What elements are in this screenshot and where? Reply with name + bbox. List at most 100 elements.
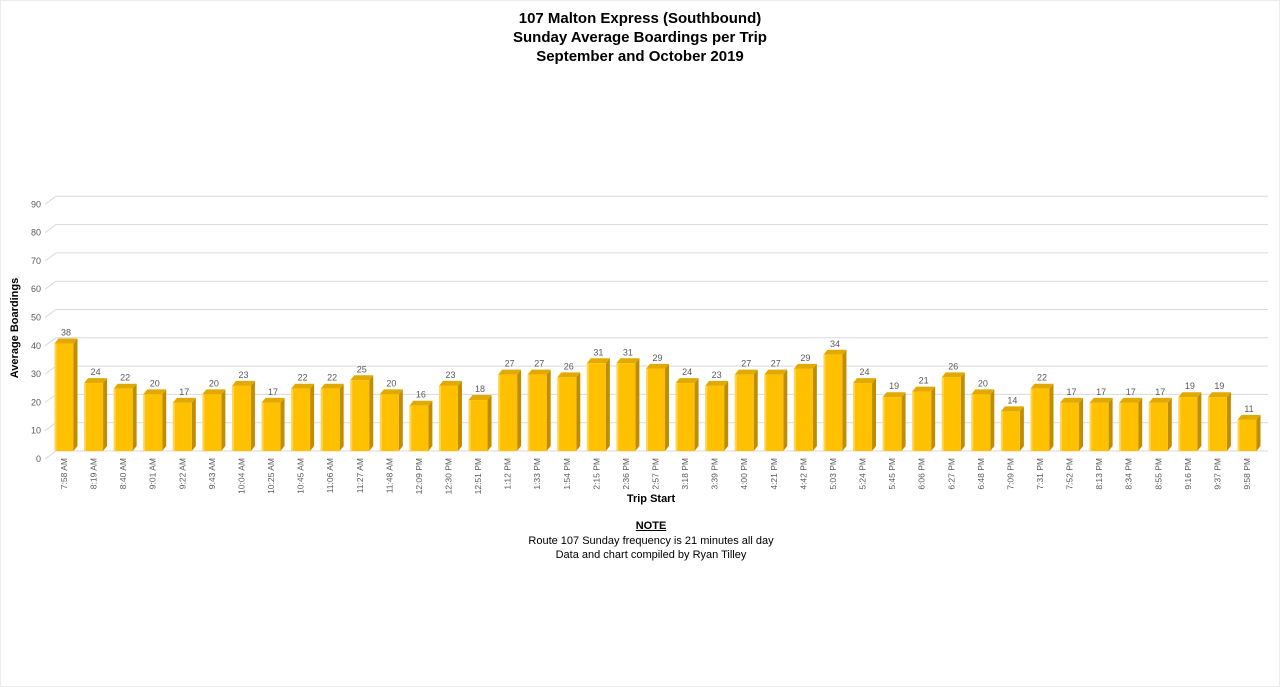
y-tick-label: 70	[31, 256, 41, 266]
x-tick-label: 6:48 PM	[976, 458, 986, 490]
bar-side-face	[428, 400, 433, 451]
bar-side-face	[931, 386, 936, 451]
bar-highlight	[231, 385, 234, 451]
bar-value-label: 27	[505, 359, 515, 369]
gridline-depth-tick	[44, 195, 57, 205]
bar-highlight	[1089, 402, 1092, 451]
bar	[616, 363, 636, 451]
bar-top-face	[54, 338, 78, 344]
bar-top-face	[882, 392, 906, 398]
x-axis-title: Trip Start	[626, 493, 676, 505]
note-line-2: Data and chart compiled by Ryan Tilley	[555, 549, 747, 561]
bar-side-face	[605, 358, 610, 451]
x-tick-label: 12:51 PM	[473, 458, 483, 494]
bar-top-face	[1119, 397, 1143, 403]
bar	[54, 343, 74, 451]
bar-value-label: 17	[1155, 387, 1165, 397]
bar-top-face	[705, 380, 729, 386]
bar-highlight	[853, 383, 856, 451]
bar-top-face	[143, 389, 167, 395]
y-tick-label: 30	[31, 369, 41, 379]
bar-side-face	[990, 389, 995, 451]
x-tick-label: 8:40 AM	[118, 458, 128, 489]
bar	[1119, 402, 1139, 451]
bar-value-label: 24	[91, 367, 101, 377]
bar	[1000, 411, 1020, 451]
bar-top-face	[84, 378, 108, 384]
bar-side-face	[398, 389, 403, 451]
chart-title-line-2: Sunday Average Boardings per Trip	[513, 29, 767, 46]
bar-side-face	[1167, 397, 1172, 451]
bar	[1030, 388, 1050, 451]
bar	[764, 374, 784, 451]
bar	[971, 394, 991, 451]
bar-highlight	[675, 383, 678, 451]
bar-highlight	[764, 374, 767, 451]
bar-value-label: 22	[327, 373, 337, 383]
bar-highlight	[705, 385, 708, 451]
chart-title-line-1: 107 Malton Express (Southbound)	[518, 10, 762, 27]
bar-top-face	[912, 386, 936, 392]
bar-side-face	[73, 338, 78, 451]
bar-side-face	[694, 378, 699, 451]
bar-value-label: 17	[1096, 387, 1106, 397]
bar-side-face	[901, 392, 906, 451]
y-tick-label: 40	[31, 341, 41, 351]
note-line-1: Route 107 Sunday frequency is 21 minutes…	[528, 534, 774, 547]
x-tick-label: 8:55 PM	[1153, 458, 1163, 490]
x-tick-label: 7:09 PM	[1005, 458, 1015, 490]
bar	[172, 402, 192, 451]
note-block: NOTE Route 107 Sunday frequency is 21 mi…	[21, 519, 1279, 563]
bar-highlight	[350, 380, 353, 451]
bar	[202, 394, 222, 451]
bar-top-face	[172, 397, 196, 403]
y-tick-label: 10	[31, 426, 41, 436]
bar-highlight	[438, 385, 441, 451]
x-tick-label: 9:22 AM	[177, 458, 187, 489]
x-tick-label: 9:01 AM	[148, 458, 158, 489]
x-tick-label: 4:42 PM	[798, 458, 808, 490]
bar-value-label: 20	[978, 378, 988, 388]
bar-highlight	[646, 368, 648, 451]
bar-top-face	[350, 375, 374, 381]
bar-value-label: 24	[682, 367, 692, 377]
bar	[853, 383, 873, 451]
bar-highlight	[912, 391, 915, 451]
bar	[261, 402, 281, 451]
bar-top-face	[586, 358, 610, 364]
bar-value-label: 20	[386, 378, 396, 388]
bar-top-face	[409, 400, 433, 406]
bar-highlight	[1148, 402, 1151, 451]
bar	[557, 377, 577, 451]
bar	[1060, 402, 1080, 451]
x-tick-label: 3:39 PM	[710, 458, 720, 490]
bar	[113, 388, 133, 451]
bar	[438, 385, 458, 451]
bar-side-face	[221, 389, 226, 451]
bar-top-face	[1207, 392, 1231, 398]
bar-value-label: 11	[1244, 404, 1253, 414]
bar-highlight	[882, 397, 885, 451]
bar	[1089, 402, 1109, 451]
bar-highlight	[409, 405, 412, 451]
bar-side-face	[872, 378, 877, 451]
bar	[1178, 397, 1198, 451]
bar-highlight	[291, 388, 294, 451]
bar-side-face	[576, 372, 581, 451]
bar-highlight	[320, 388, 323, 451]
bar-highlight	[84, 383, 87, 451]
bar-highlight	[1119, 402, 1122, 451]
bar-side-face	[1049, 383, 1054, 451]
bar	[823, 354, 843, 451]
bar-side-face	[753, 369, 758, 451]
bar-side-face	[517, 369, 522, 451]
bar-top-face	[231, 380, 255, 386]
bar-highlight	[557, 377, 560, 451]
bar-value-label: 27	[534, 359, 544, 369]
bar-value-label: 16	[416, 390, 426, 400]
x-tick-label: 9:37 PM	[1212, 458, 1222, 490]
bar-top-face	[1030, 383, 1054, 389]
gridline-depth-tick	[44, 422, 57, 432]
gridline-depth-tick	[44, 280, 57, 290]
